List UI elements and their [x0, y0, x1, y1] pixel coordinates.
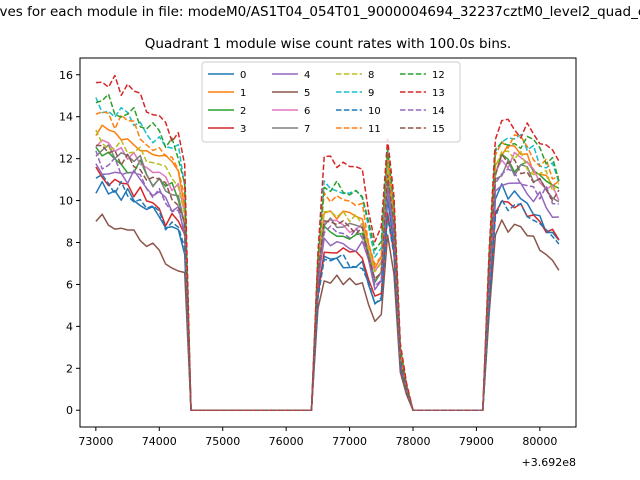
x-tick-label: 80000 — [522, 435, 557, 448]
legend-label-14: 14 — [432, 106, 445, 117]
y-tick-label: 16 — [59, 69, 73, 82]
legend-label-10: 10 — [368, 106, 381, 117]
legend-label-12: 12 — [432, 70, 445, 81]
legend-label-2: 2 — [240, 106, 246, 117]
legend-label-9: 9 — [368, 88, 374, 99]
legend-label-11: 11 — [368, 124, 381, 135]
x-tick-label: 77000 — [332, 435, 367, 448]
x-tick-label: 76000 — [269, 435, 304, 448]
legend-label-6: 6 — [304, 106, 310, 117]
x-tick-label: 74000 — [142, 435, 177, 448]
y-tick-label: 12 — [59, 153, 73, 166]
legend-box — [201, 61, 461, 143]
x-tick-label: 78000 — [395, 435, 430, 448]
y-tick-label: 14 — [59, 111, 73, 124]
y-tick-label: 8 — [66, 237, 73, 250]
series-line-15 — [95, 144, 560, 411]
legend-label-8: 8 — [368, 70, 374, 81]
y-tick-label: 0 — [66, 404, 73, 417]
y-tick-label: 6 — [66, 278, 73, 291]
series-line-11 — [95, 111, 560, 411]
series-line-14 — [95, 150, 559, 411]
legend-label-7: 7 — [304, 124, 310, 135]
figure-suptitle: Light curves for each module in file: mo… — [0, 4, 640, 20]
x-axis: 73000 74000 75000 76000 77000 78000 79000 80000 — [78, 427, 557, 448]
x-tick-label: 73000 — [78, 435, 113, 448]
x-tick-label: 79000 — [459, 435, 494, 448]
chart-title: Quadrant 1 module wise count rates with … — [145, 36, 511, 52]
legend-label-3: 3 — [240, 124, 246, 135]
legend-label-5: 5 — [304, 88, 310, 99]
x-tick-label: 75000 — [205, 435, 240, 448]
plot-lines — [95, 74, 560, 411]
series-line-10 — [95, 173, 560, 411]
y-axis: 0 2 4 6 8 10 12 14 16 — [59, 69, 80, 417]
y-tick-label: 10 — [59, 195, 73, 208]
legend-label-0: 0 — [240, 70, 246, 81]
y-tick-label: 2 — [66, 362, 73, 375]
series-line-8 — [95, 129, 560, 411]
legend-label-1: 1 — [240, 88, 246, 99]
legend-label-4: 4 — [304, 70, 310, 81]
legend-label-13: 13 — [432, 88, 445, 99]
y-tick-label: 4 — [66, 320, 73, 333]
legend-label-15: 15 — [432, 124, 445, 135]
x-offset-label: +3.692e8 — [522, 456, 576, 469]
